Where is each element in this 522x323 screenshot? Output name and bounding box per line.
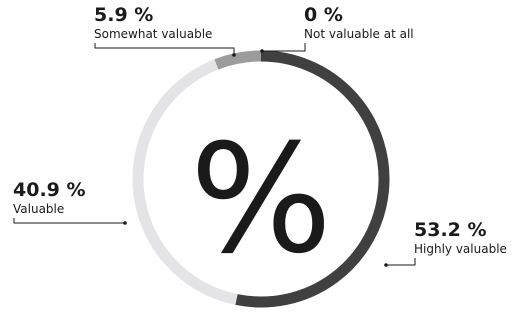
leader-line-highly-valuable xyxy=(386,258,416,266)
leader-line-not-valuable-at-all xyxy=(262,43,306,52)
donut-slice-somewhat-valuable xyxy=(214,50,262,70)
value-label-valuable: 40.9 % xyxy=(13,179,86,201)
value-label-somewhat-valuable: 5.9 % xyxy=(94,4,153,26)
leader-dot-somewhat-valuable xyxy=(232,53,236,57)
value-label-not-valuable-at-all: 0 % xyxy=(304,4,343,26)
category-label-not-valuable-at-all: Not valuable at all xyxy=(304,27,414,41)
donut-slice-valuable xyxy=(132,59,238,305)
category-label-highly-valuable: Highly valuable xyxy=(414,242,507,256)
center-percent-symbol: % xyxy=(190,113,333,287)
leader-line-valuable xyxy=(13,218,125,224)
value-label-highly-valuable: 53.2 % xyxy=(414,219,487,241)
leader-dot-not-valuable-at-all xyxy=(260,49,264,53)
donut-slice-highly-valuable xyxy=(235,50,390,308)
leader-line-somewhat-valuable xyxy=(94,43,235,54)
leader-dot-highly-valuable xyxy=(384,263,388,267)
leader-dot-valuable xyxy=(123,221,127,225)
category-label-valuable: Valuable xyxy=(13,202,64,216)
category-label-somewhat-valuable: Somewhat valuable xyxy=(94,27,212,41)
